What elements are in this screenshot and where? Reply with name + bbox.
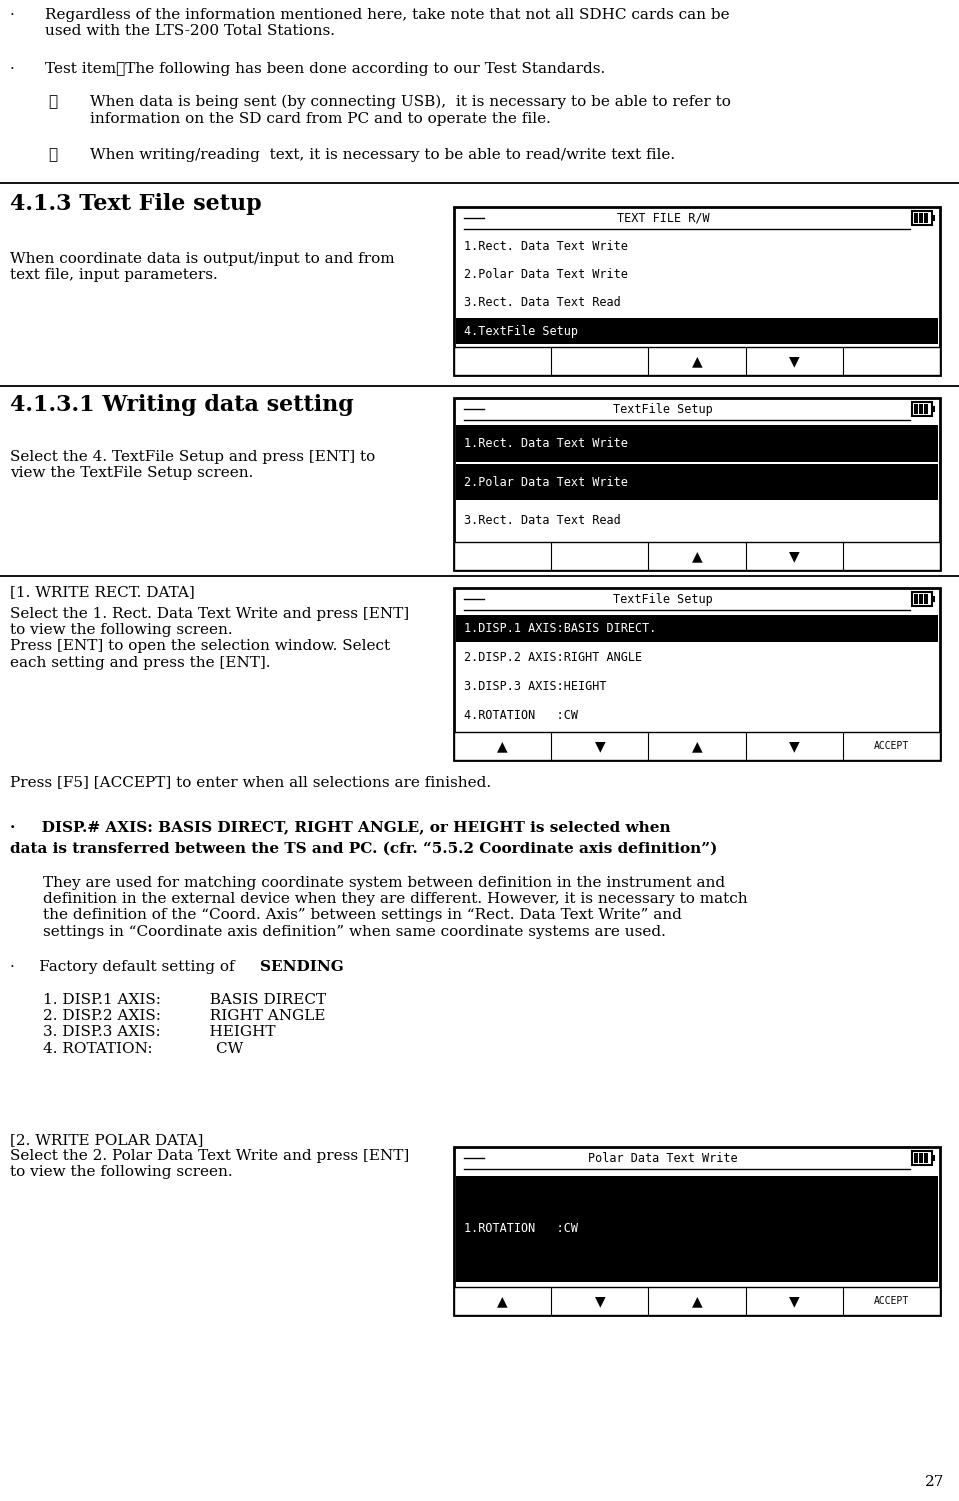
Text: ▲: ▲ xyxy=(498,1294,508,1307)
Text: ▲: ▲ xyxy=(691,738,702,754)
Text: 1.Rect. Data Text Write: 1.Rect. Data Text Write xyxy=(464,437,628,450)
Bar xyxy=(454,732,940,760)
Bar xyxy=(919,213,923,224)
Text: ▼: ▼ xyxy=(595,738,605,754)
Text: ·: · xyxy=(10,62,15,77)
Text: ·: · xyxy=(10,8,15,23)
Text: 27: 27 xyxy=(924,1475,944,1489)
Text: ▼: ▼ xyxy=(789,738,800,754)
Text: 4.1.3.1 Writing data setting: 4.1.3.1 Writing data setting xyxy=(10,393,354,416)
Text: ▼: ▼ xyxy=(789,549,800,563)
Text: ①: ① xyxy=(48,95,58,110)
Text: TextFile Setup: TextFile Setup xyxy=(613,402,713,416)
Text: ②: ② xyxy=(48,149,58,162)
Bar xyxy=(912,1151,932,1165)
Bar xyxy=(454,542,940,570)
Bar xyxy=(912,402,932,416)
Bar xyxy=(932,1154,935,1160)
Bar xyxy=(454,1286,940,1315)
Text: 3.Rect. Data Text Read: 3.Rect. Data Text Read xyxy=(464,297,620,309)
Bar xyxy=(454,207,940,375)
Text: 2.Polar Data Text Write: 2.Polar Data Text Write xyxy=(464,269,628,282)
Text: Press [F5] [ACCEPT] to enter when all selections are finished.: Press [F5] [ACCEPT] to enter when all se… xyxy=(10,775,491,790)
Text: Select the 1. Rect. Data Text Write and press [ENT]
to view the following screen: Select the 1. Rect. Data Text Write and … xyxy=(10,606,409,669)
Text: Regardless of the information mentioned here, take note that not all SDHC cards : Regardless of the information mentioned … xyxy=(45,8,730,38)
Bar xyxy=(456,425,938,461)
Text: ACCEPT: ACCEPT xyxy=(874,741,909,750)
Text: 2.DISP.2 AXIS:RIGHT ANGLE: 2.DISP.2 AXIS:RIGHT ANGLE xyxy=(464,651,643,663)
Text: SENDING: SENDING xyxy=(260,961,343,974)
Text: ACCEPT: ACCEPT xyxy=(874,1295,909,1306)
Text: Polar Data Text Write: Polar Data Text Write xyxy=(588,1151,737,1165)
Bar xyxy=(914,594,918,603)
Bar xyxy=(924,213,928,224)
Text: 4.ROTATION   :CW: 4.ROTATION :CW xyxy=(464,708,578,722)
Text: ▲: ▲ xyxy=(691,1294,702,1307)
Text: Test item：The following has been done according to our Test Standards.: Test item：The following has been done ac… xyxy=(45,62,605,77)
Bar xyxy=(924,404,928,414)
Text: ▼: ▼ xyxy=(789,1294,800,1307)
Bar xyxy=(456,1177,938,1282)
Text: ▲: ▲ xyxy=(498,738,508,754)
Bar xyxy=(456,318,938,344)
Bar xyxy=(932,596,935,602)
Text: TextFile Setup: TextFile Setup xyxy=(613,593,713,605)
Text: [2. WRITE POLAR DATA]
Select the 2. Polar Data Text Write and press [ENT]
to vie: [2. WRITE POLAR DATA] Select the 2. Pola… xyxy=(10,1133,409,1180)
Bar xyxy=(456,464,938,500)
Bar xyxy=(932,215,935,221)
Text: ·     Factory default setting of: · Factory default setting of xyxy=(10,961,240,974)
Text: [1. WRITE RECT. DATA]: [1. WRITE RECT. DATA] xyxy=(10,585,195,599)
Bar xyxy=(914,1153,918,1163)
Text: 3.DISP.3 AXIS:HEIGHT: 3.DISP.3 AXIS:HEIGHT xyxy=(464,680,606,693)
Text: 1.Rect. Data Text Write: 1.Rect. Data Text Write xyxy=(464,240,628,254)
Text: 4.1.3 Text File setup: 4.1.3 Text File setup xyxy=(10,194,262,215)
Text: They are used for matching coordinate system between definition in the instrumen: They are used for matching coordinate sy… xyxy=(43,877,748,938)
Bar xyxy=(924,594,928,603)
Bar xyxy=(919,1153,923,1163)
Text: TEXT FILE R/W: TEXT FILE R/W xyxy=(617,212,710,225)
Text: ▲: ▲ xyxy=(691,549,702,563)
Bar xyxy=(914,213,918,224)
Bar xyxy=(912,212,932,225)
Bar xyxy=(454,1147,940,1315)
Text: When coordinate data is output/input to and from
text file, input parameters.: When coordinate data is output/input to … xyxy=(10,252,394,282)
Text: When data is being sent (by connecting USB),  it is necessary to be able to refe: When data is being sent (by connecting U… xyxy=(90,95,731,126)
Bar xyxy=(932,405,935,411)
Text: 1.ROTATION   :CW: 1.ROTATION :CW xyxy=(464,1222,578,1235)
Text: ▼: ▼ xyxy=(789,354,800,368)
Bar xyxy=(924,1153,928,1163)
Text: 4.TextFile Setup: 4.TextFile Setup xyxy=(464,324,578,338)
Text: ▼: ▼ xyxy=(595,1294,605,1307)
Bar xyxy=(912,591,932,606)
Text: ▲: ▲ xyxy=(691,354,702,368)
Bar xyxy=(456,615,938,642)
Text: 2.Polar Data Text Write: 2.Polar Data Text Write xyxy=(464,476,628,488)
Bar xyxy=(454,588,940,760)
Text: ·     DISP.# AXIS: BASIS DIRECT, RIGHT ANGLE, or HEIGHT is selected when: · DISP.# AXIS: BASIS DIRECT, RIGHT ANGLE… xyxy=(10,820,670,835)
Bar xyxy=(914,404,918,414)
Text: Select the 4. TextFile Setup and press [ENT] to
view the TextFile Setup screen.: Select the 4. TextFile Setup and press [… xyxy=(10,450,375,480)
Bar xyxy=(454,347,940,375)
Bar xyxy=(454,398,940,570)
Text: When writing/reading  text, it is necessary to be able to read/write text file.: When writing/reading text, it is necessa… xyxy=(90,149,675,162)
Bar xyxy=(919,594,923,603)
Bar xyxy=(919,404,923,414)
Text: data is transferred between the TS and PC. (cfr. “5.5.2 Coordinate axis definiti: data is transferred between the TS and P… xyxy=(10,842,717,856)
Text: 1.DISP.1 AXIS:BASIS DIRECT.: 1.DISP.1 AXIS:BASIS DIRECT. xyxy=(464,621,656,635)
Text: 3.Rect. Data Text Read: 3.Rect. Data Text Read xyxy=(464,515,620,527)
Text: 1. DISP.1 AXIS:          BASIS DIRECT
2. DISP.2 AXIS:          RIGHT ANGLE
3. DI: 1. DISP.1 AXIS: BASIS DIRECT 2. DISP.2 A… xyxy=(43,994,326,1055)
